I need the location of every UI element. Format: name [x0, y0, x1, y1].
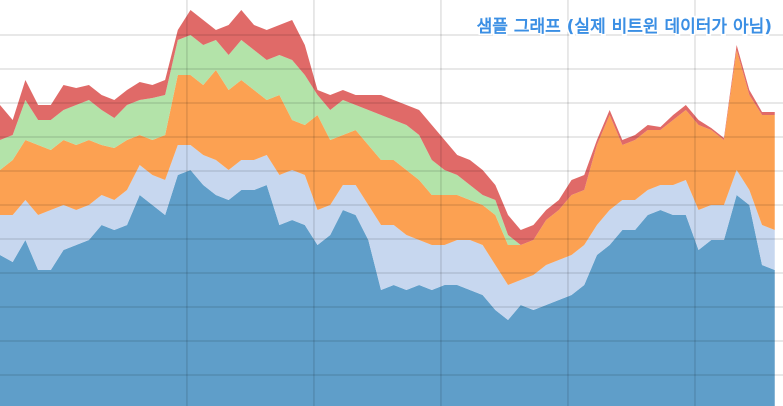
area: [0, 10, 775, 245]
area: [0, 170, 775, 406]
area: [0, 35, 775, 245]
area: [0, 50, 775, 285]
area: [0, 145, 775, 320]
areas: [0, 10, 775, 406]
chart-title: 샘플 그래프 (실제 비트윈 데이터가 아님): [477, 17, 772, 37]
